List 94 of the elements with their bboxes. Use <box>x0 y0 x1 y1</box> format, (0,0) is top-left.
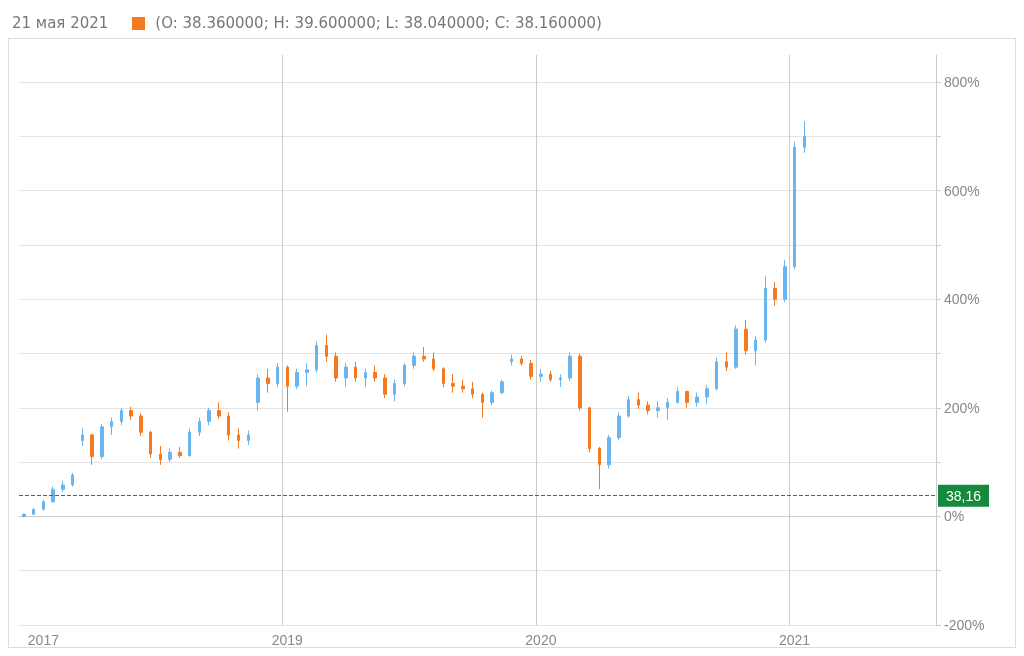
candlestick <box>295 368 299 390</box>
candlestick <box>549 370 552 383</box>
candlestick <box>100 423 104 460</box>
candlestick <box>383 373 387 399</box>
candlestick <box>715 357 718 391</box>
candlestick <box>32 507 35 516</box>
candlestick <box>198 417 201 437</box>
y-tick-label: 200% <box>944 399 980 416</box>
candlestick <box>539 368 543 383</box>
candlestick <box>773 281 777 307</box>
candlestick <box>217 401 221 420</box>
candlestick <box>286 365 289 413</box>
candlestick <box>559 373 562 388</box>
candlestick <box>22 513 26 519</box>
candlestick <box>783 259 787 303</box>
candlestick <box>725 351 728 372</box>
candlestick <box>364 368 367 388</box>
candlestick <box>656 400 660 419</box>
candlestick <box>71 472 74 488</box>
candlestick <box>354 361 357 383</box>
candlestick <box>129 406 133 421</box>
candlestick <box>471 381 474 399</box>
candlestick <box>42 499 45 511</box>
candlestick <box>51 486 55 504</box>
candlestick <box>256 373 260 412</box>
y-tick-label: 0% <box>944 508 965 525</box>
candlestick <box>168 448 172 463</box>
candlestick <box>764 275 767 344</box>
candlestick <box>598 446 601 490</box>
candlestick <box>159 445 162 466</box>
candlestick <box>139 412 143 437</box>
candlestick <box>266 368 270 394</box>
candlestick <box>568 351 572 382</box>
candlestick <box>578 353 582 412</box>
candlestick <box>344 362 348 388</box>
candlestick <box>744 319 748 356</box>
candlestick <box>529 359 533 381</box>
candlestick <box>247 430 250 446</box>
candlestick <box>403 362 406 387</box>
candlestick <box>676 386 679 405</box>
candlestick <box>373 365 377 383</box>
candlestick <box>61 480 65 493</box>
candlestick <box>237 427 240 450</box>
candlestick <box>695 392 699 408</box>
candlestick <box>666 397 669 421</box>
x-tick-label: 2019 <box>271 632 304 648</box>
candlestick <box>207 407 211 426</box>
y-tick-label: 800% <box>944 74 980 91</box>
candlestick <box>520 355 523 367</box>
candlestick <box>393 379 396 402</box>
chart-title: 21 мая 2021 <box>12 14 109 32</box>
candlestick <box>637 392 640 410</box>
x-tick-label: 2020 <box>525 632 557 648</box>
candlestick <box>432 351 435 372</box>
candlestick <box>442 366 445 388</box>
candlestick <box>734 324 738 370</box>
candlestick <box>412 351 416 370</box>
candlestick <box>305 362 309 387</box>
candlestick <box>334 351 338 383</box>
candlestick <box>90 433 94 466</box>
text: (O: 38.360000; H: 39.600000; L: 38.040000; C: 38.160000) <box>155 14 602 32</box>
candlestick <box>500 379 504 395</box>
candlestick <box>178 446 182 459</box>
candlestick <box>325 334 328 363</box>
candlestick <box>705 384 709 405</box>
candlestick <box>481 392 484 419</box>
candlestick <box>646 400 650 415</box>
y-tick-label: 600% <box>944 182 980 199</box>
candlestick <box>451 373 455 394</box>
candlestick <box>149 430 152 459</box>
x-tick-label: 2017 <box>27 632 60 648</box>
candlestick <box>110 417 113 436</box>
candlestick <box>754 335 757 367</box>
candlestick <box>685 389 689 409</box>
candlestick <box>803 120 806 154</box>
candlestick <box>227 411 230 441</box>
candlestick <box>617 411 621 441</box>
candlestick <box>793 141 796 270</box>
candlestick <box>315 341 318 374</box>
candlestick <box>490 389 494 406</box>
candlestick <box>120 407 123 426</box>
x-tick-label: 2021 <box>778 632 811 648</box>
candlestick <box>81 427 84 447</box>
candlestick <box>188 427 191 458</box>
candlestick <box>607 434 611 470</box>
y-tick-label: 400% <box>944 291 980 308</box>
candlestick <box>627 395 630 419</box>
y-tick-label: -200% <box>944 617 985 633</box>
candlestick <box>510 354 513 367</box>
candlestick <box>461 379 465 394</box>
candlestick <box>276 362 279 388</box>
candlestick <box>588 406 591 453</box>
ref-line-label: 38,16 <box>946 487 982 504</box>
candlestick <box>422 346 426 363</box>
